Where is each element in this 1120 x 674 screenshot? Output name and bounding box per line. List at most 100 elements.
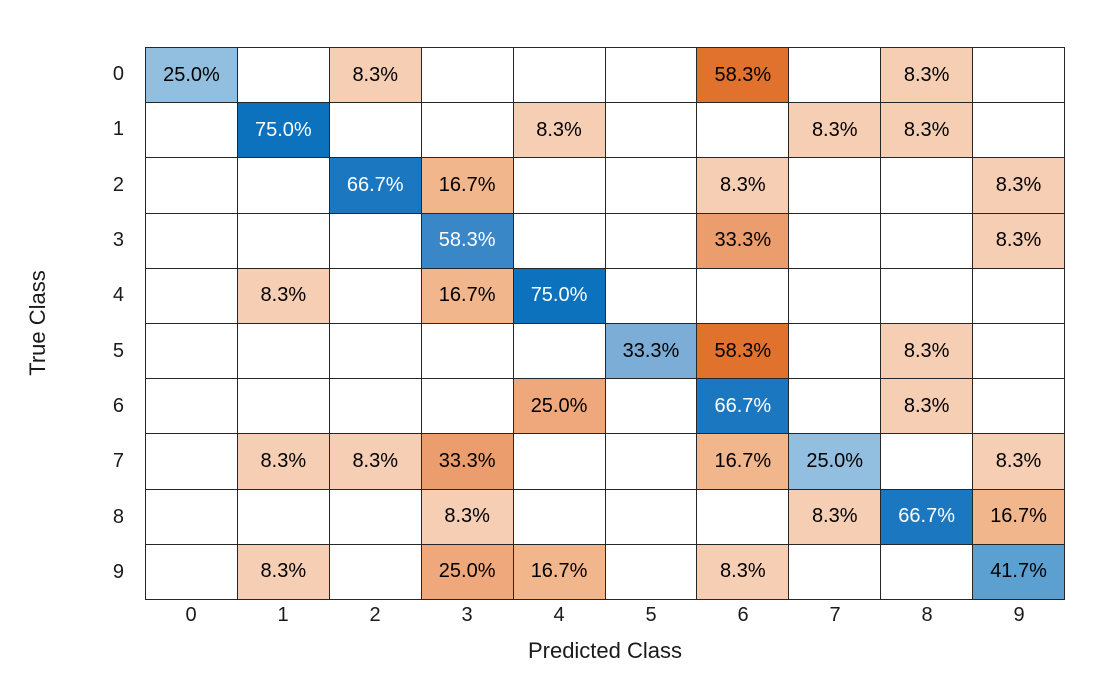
matrix-cell [513, 324, 605, 379]
matrix-cell [605, 103, 697, 158]
matrix-cell [146, 379, 237, 434]
matrix-cell [237, 213, 329, 268]
matrix-cell [789, 379, 881, 434]
matrix-cell [605, 434, 697, 489]
matrix-cell: 8.3% [329, 48, 421, 103]
matrix-cell [881, 268, 973, 323]
y-tick-label: 1 [112, 118, 124, 141]
matrix-cell [605, 544, 697, 599]
y-tick-label: 4 [112, 284, 124, 307]
matrix-cell: 58.3% [697, 48, 789, 103]
matrix-cell [605, 379, 697, 434]
confusion-matrix-grid: 25.0% 8.3% 58.3% 8.3% 75.0% 8.3% 8.3% 8.3% 66.7%… [145, 47, 1065, 600]
matrix-cell [329, 213, 421, 268]
matrix-cell [329, 324, 421, 379]
matrix-cell [146, 544, 237, 599]
matrix-cell [513, 489, 605, 544]
matrix-cell: 66.7% [697, 379, 789, 434]
matrix-cell [421, 324, 513, 379]
matrix-cell [237, 158, 329, 213]
matrix-cell: 41.7% [973, 544, 1064, 599]
matrix-cell [146, 103, 237, 158]
matrix-cell: 8.3% [329, 434, 421, 489]
matrix-cell: 75.0% [513, 268, 605, 323]
matrix-cell [146, 213, 237, 268]
matrix-cell: 8.3% [973, 213, 1064, 268]
matrix-cell: 16.7% [973, 489, 1064, 544]
matrix-cell [881, 434, 973, 489]
y-tick-label: 2 [112, 173, 124, 196]
matrix-cell: 8.3% [237, 268, 329, 323]
matrix-cell [146, 489, 237, 544]
matrix-cell: 58.3% [697, 324, 789, 379]
matrix-cell [881, 158, 973, 213]
matrix-cell [789, 324, 881, 379]
matrix-cell [973, 268, 1064, 323]
y-tick-label: 9 [112, 560, 124, 583]
matrix-cell: 8.3% [421, 489, 513, 544]
matrix-cell [237, 324, 329, 379]
matrix-cell: 16.7% [421, 158, 513, 213]
matrix-cell: 25.0% [421, 544, 513, 599]
x-tick-label: 5 [645, 604, 657, 626]
x-tick-label: 2 [369, 604, 381, 626]
matrix-cell [237, 489, 329, 544]
matrix-cell: 8.3% [881, 48, 973, 103]
matrix-cell [697, 489, 789, 544]
matrix-cell [605, 213, 697, 268]
y-tick-label: 0 [112, 63, 124, 86]
matrix-cell: 8.3% [789, 103, 881, 158]
matrix-cell [973, 379, 1064, 434]
y-tick-label: 6 [112, 394, 124, 417]
matrix-cell [973, 48, 1064, 103]
x-tick-label: 9 [1013, 604, 1025, 626]
matrix-cell: 8.3% [513, 103, 605, 158]
matrix-cell [513, 158, 605, 213]
matrix-cell [605, 158, 697, 213]
matrix-cell [421, 379, 513, 434]
matrix-cell [789, 268, 881, 323]
y-tick-label: 5 [112, 339, 124, 362]
matrix-cell: 8.3% [789, 489, 881, 544]
matrix-cell: 8.3% [881, 324, 973, 379]
y-tick-label: 3 [112, 229, 124, 252]
matrix-cell [329, 379, 421, 434]
matrix-cell: 75.0% [237, 103, 329, 158]
matrix-cell [789, 544, 881, 599]
matrix-cell [329, 268, 421, 323]
matrix-cell [789, 48, 881, 103]
matrix-cell: 16.7% [697, 434, 789, 489]
matrix-cell [881, 213, 973, 268]
matrix-cell: 33.3% [421, 434, 513, 489]
matrix-cell [881, 544, 973, 599]
matrix-cell [697, 268, 789, 323]
matrix-cell: 8.3% [697, 158, 789, 213]
matrix-cell: 8.3% [973, 158, 1064, 213]
matrix-cell [789, 158, 881, 213]
matrix-cell [789, 213, 881, 268]
matrix-cell [973, 324, 1064, 379]
matrix-cell: 8.3% [697, 544, 789, 599]
matrix-cell [605, 268, 697, 323]
matrix-cell: 8.3% [881, 103, 973, 158]
x-tick-label: 4 [553, 604, 565, 626]
matrix-cell [329, 489, 421, 544]
matrix-cell: 25.0% [146, 48, 237, 103]
matrix-cell [329, 544, 421, 599]
x-axis-title: Predicted Class [527, 638, 683, 663]
matrix-cell: 33.3% [697, 213, 789, 268]
matrix-cell [146, 158, 237, 213]
matrix-cell [237, 379, 329, 434]
matrix-cell [421, 103, 513, 158]
matrix-cell: 16.7% [513, 544, 605, 599]
matrix-cell [237, 48, 329, 103]
x-tick-label: 7 [829, 604, 841, 626]
matrix-cell [421, 48, 513, 103]
matrix-cell [513, 48, 605, 103]
matrix-cell [605, 489, 697, 544]
matrix-cell [146, 434, 237, 489]
matrix-cell: 66.7% [881, 489, 973, 544]
y-tick-label: 7 [112, 450, 124, 473]
x-tick-label: 1 [277, 604, 289, 626]
matrix-cell [513, 213, 605, 268]
